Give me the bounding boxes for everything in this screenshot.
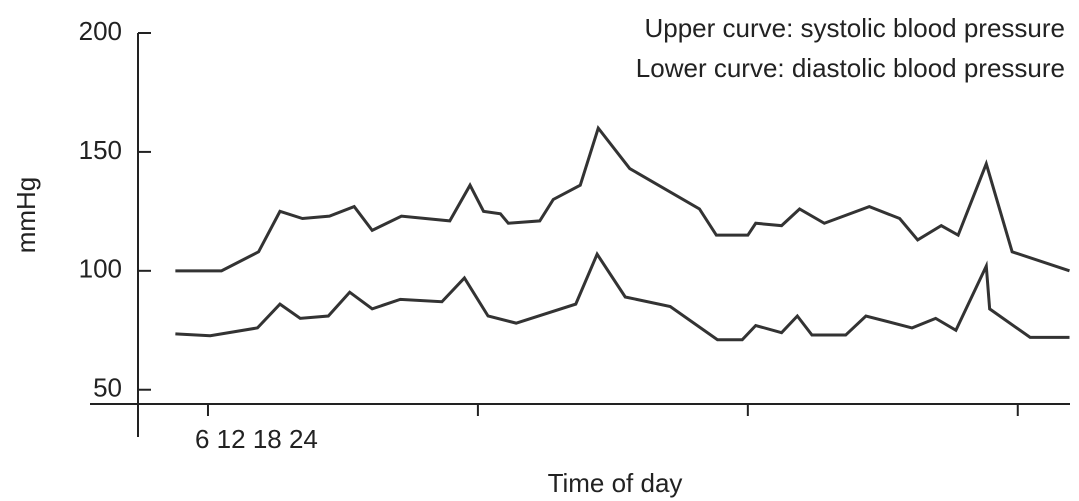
y-tick-label: 100 xyxy=(79,254,122,284)
y-tick-label: 200 xyxy=(79,16,122,46)
annotation: 6 12 18 24 xyxy=(195,424,318,454)
x-axis-label: Time of day xyxy=(548,468,683,498)
y-axis-label: mmHg xyxy=(11,177,41,254)
data-line xyxy=(175,251,1070,342)
y-tick-label: 150 xyxy=(79,135,122,165)
y-tick-label: 50 xyxy=(93,373,122,403)
data-line xyxy=(175,124,1070,273)
annotation: Lower curve: diastolic blood pressure xyxy=(636,53,1065,83)
annotation: Upper curve: systolic blood pressure xyxy=(644,13,1065,43)
